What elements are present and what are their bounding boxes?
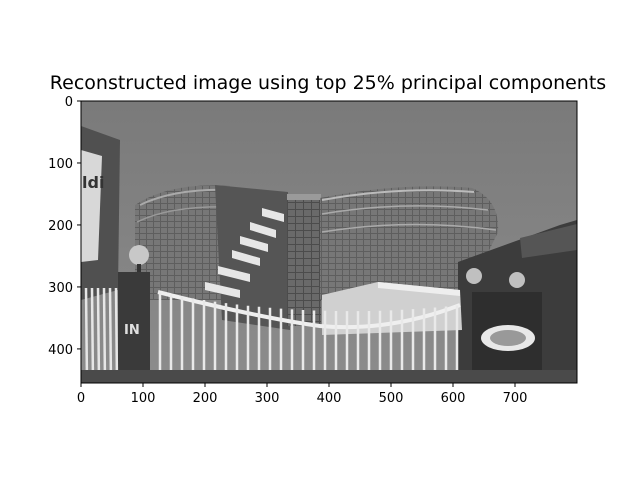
x-tick-label-300: 300 [255, 391, 280, 406]
x-tick-label-400: 400 [317, 391, 342, 406]
sign-text: IN [124, 323, 140, 338]
y-tick-label-200: 200 [48, 219, 73, 234]
reconstructed-image: ldi IN [81, 101, 577, 383]
x-tick-label-700: 700 [503, 391, 528, 406]
chart-title: Reconstructed image using top 25% princi… [49, 72, 607, 94]
x-tick-label-600: 600 [441, 391, 466, 406]
banner-text: ldi [82, 173, 104, 192]
y-tick-label-0: 0 [65, 95, 73, 110]
x-tick-label-0: 0 [77, 391, 85, 406]
y-tick-label-300: 300 [48, 281, 73, 296]
y-tick-label-100: 100 [48, 157, 73, 172]
x-tick-label-200: 200 [193, 391, 218, 406]
x-axis: 0 100 200 300 400 500 600 700 [77, 383, 528, 406]
y-tick-label-400: 400 [48, 343, 73, 358]
x-tick-label-500: 500 [379, 391, 404, 406]
x-tick-label-100: 100 [131, 391, 156, 406]
y-axis: 0 100 200 300 400 [48, 95, 81, 358]
